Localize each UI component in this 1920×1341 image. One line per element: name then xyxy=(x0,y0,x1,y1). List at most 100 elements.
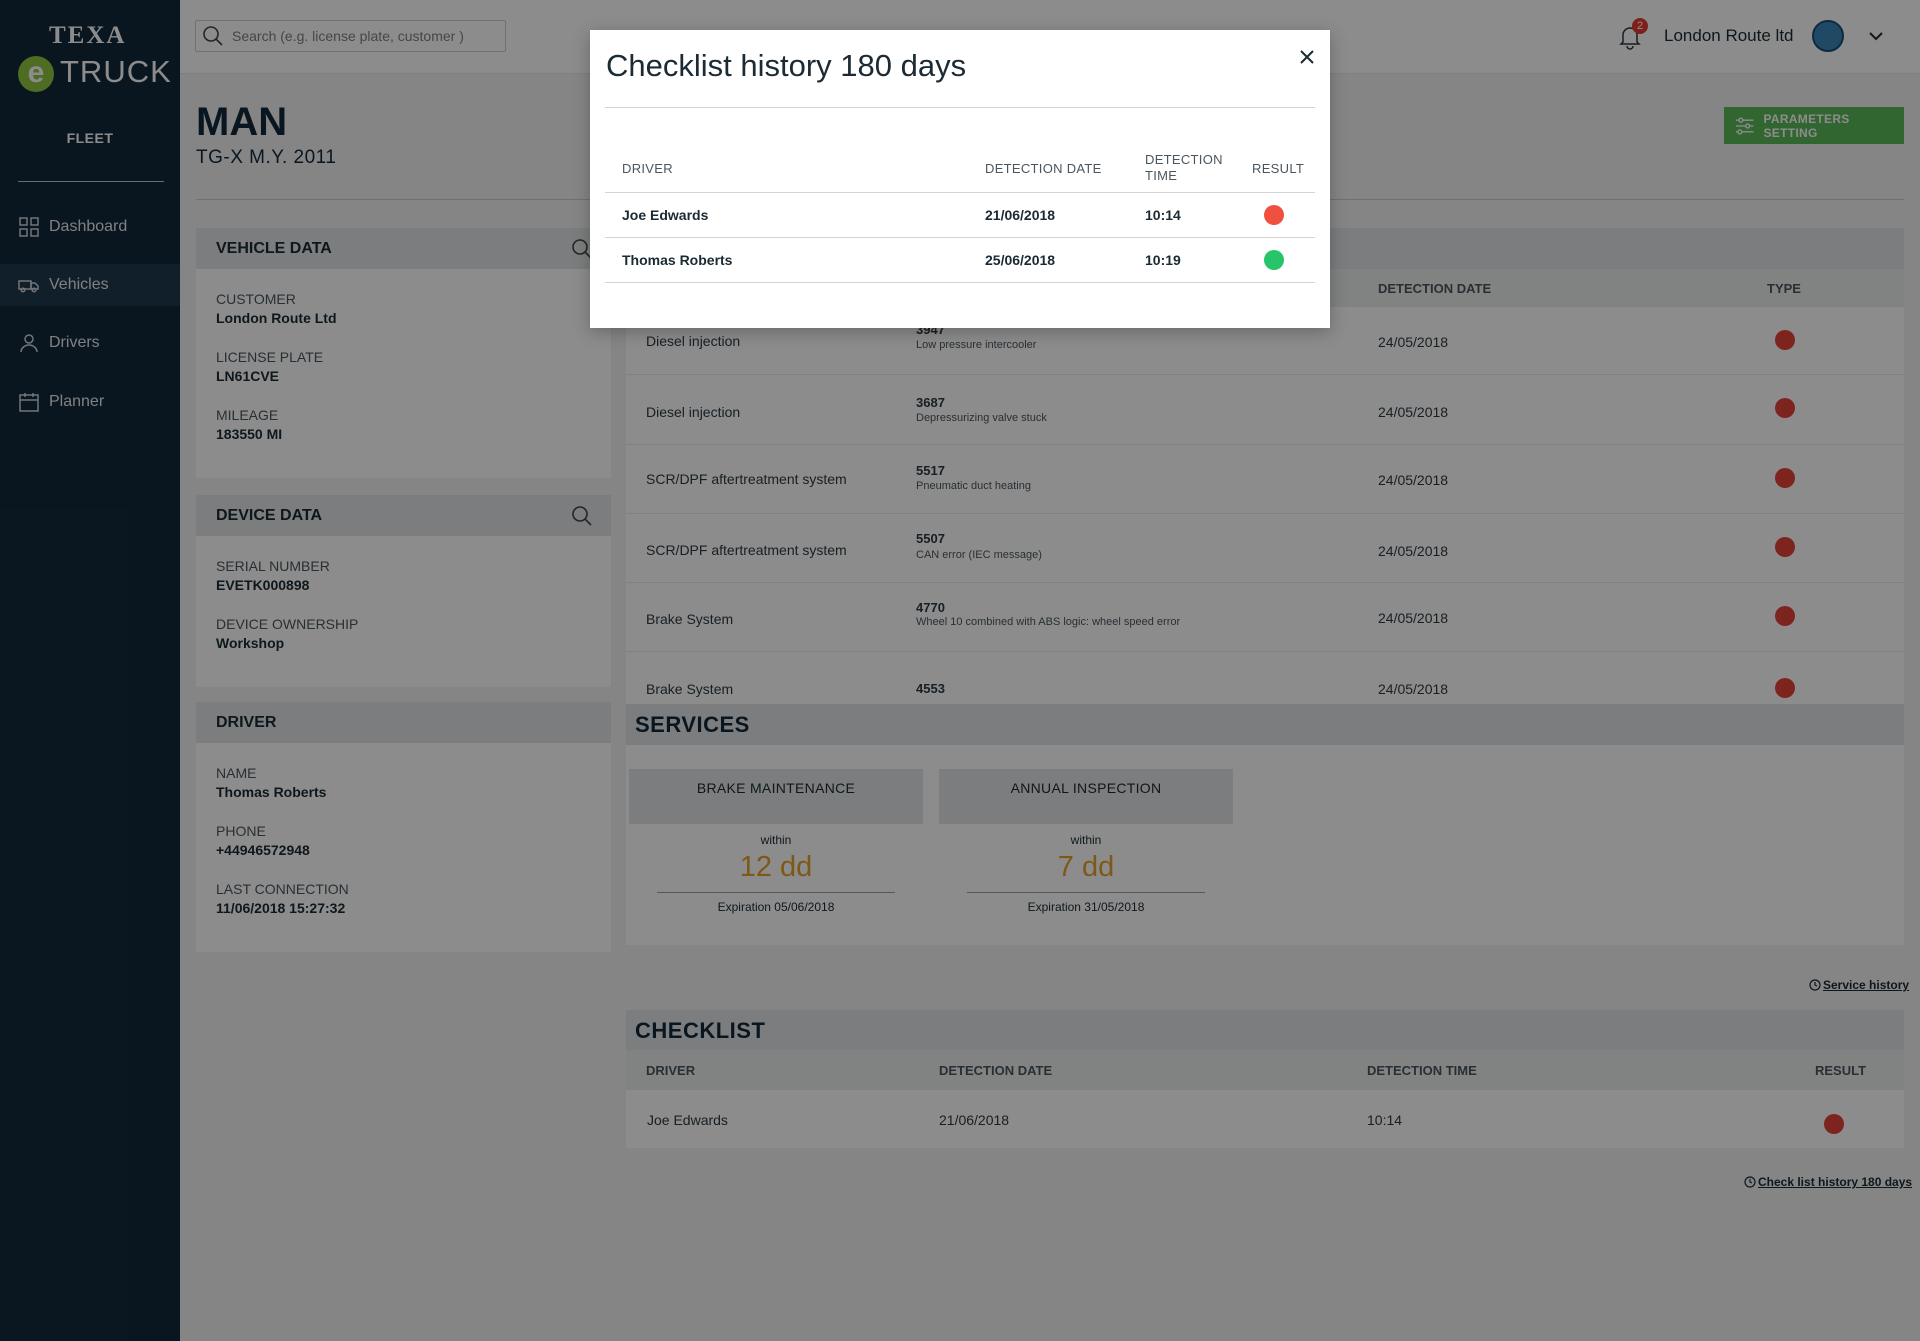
type-indicator xyxy=(1775,537,1795,557)
col-detection-time: DETECTION TIME xyxy=(1367,1063,1477,1078)
avatar[interactable] xyxy=(1812,20,1844,52)
dashboard-icon xyxy=(19,217,39,237)
license-plate-field: LICENSE PLATE LN61CVE xyxy=(216,349,324,384)
vehicle-make: MAN xyxy=(196,100,288,144)
device-data-card: DEVICE DATA SERIAL NUMBER EVETK000898 DE… xyxy=(196,495,611,687)
service-days: 7 dd xyxy=(1057,851,1115,883)
parameters-setting-label: PARAMETERS SETTING xyxy=(1763,111,1850,140)
fault-row[interactable]: SCR/DPF aftertreatment system 5517 Pneum… xyxy=(626,446,1904,514)
device-ownership-field: DEVICE OWNERSHIP Workshop xyxy=(216,616,359,651)
result-indicator xyxy=(1264,205,1284,225)
search-input[interactable] xyxy=(232,28,492,44)
sliders-icon xyxy=(1735,117,1754,134)
col-type: TYPE xyxy=(1767,281,1801,296)
service-card-annual[interactable]: ANNUAL INSPECTION within 7 dd Expiration… xyxy=(939,769,1233,932)
result-indicator xyxy=(1264,250,1284,270)
last-connection-field: LAST CONNECTION 11/06/2018 15:27:32 xyxy=(216,881,349,916)
serial-number-field: SERIAL NUMBER EVETK000898 xyxy=(216,558,330,593)
clock-icon xyxy=(1809,979,1821,991)
service-expiration: Expiration 31/05/2018 xyxy=(1027,900,1145,914)
col-result: RESULT xyxy=(1252,161,1305,176)
fault-row[interactable]: Brake System 4553 24/05/2018 xyxy=(626,653,1904,705)
checklist-row[interactable]: Joe Edwards 21/06/2018 10:14 xyxy=(626,1090,1904,1148)
sidebar-item-label: Planner xyxy=(49,393,105,410)
truck-icon xyxy=(18,280,39,293)
fleet-label: FLEET xyxy=(66,130,114,146)
service-divider xyxy=(967,892,1205,893)
notification-badge: 2 xyxy=(1632,18,1648,34)
checklist-header: CHECKLIST xyxy=(626,1010,1904,1051)
services-header: SERVICES xyxy=(626,704,1904,745)
col-detection-date: DETECTION DATE xyxy=(985,161,1102,176)
driver-card: DRIVER NAME Thomas Roberts PHONE +449465… xyxy=(196,702,611,952)
type-indicator xyxy=(1775,398,1795,418)
vehicle-data-card: VEHICLE DATA CUSTOMER London Route Ltd L… xyxy=(196,228,611,478)
close-icon[interactable] xyxy=(1294,44,1320,70)
modal-table-row[interactable]: Thomas Roberts 25/06/2018 10:19 xyxy=(605,238,1315,283)
service-name: ANNUAL INSPECTION xyxy=(939,769,1233,824)
driver-header: DRIVER xyxy=(196,702,611,743)
type-indicator xyxy=(1775,678,1795,698)
fault-row[interactable]: Diesel injection 3947 Low pressure inter… xyxy=(626,307,1904,375)
modal-title: Checklist history 180 days xyxy=(606,48,967,83)
service-card-brake[interactable]: BRAKE MAINTENANCE within 12 dd Expiratio… xyxy=(629,769,923,932)
type-indicator xyxy=(1775,606,1795,626)
logo-e: e xyxy=(18,56,54,92)
parameters-setting-button[interactable]: PARAMETERS SETTING xyxy=(1724,107,1904,144)
sidebar-item-label: Dashboard xyxy=(49,218,128,235)
chevron-down-icon[interactable] xyxy=(1866,26,1886,46)
service-name: BRAKE MAINTENANCE xyxy=(629,769,923,824)
driver-title: DRIVER xyxy=(216,713,277,731)
logo-truck: TRUCK xyxy=(60,54,172,89)
col-result: RESULT xyxy=(1815,1063,1867,1078)
fault-row[interactable]: Brake System 4770 Wheel 10 combined with… xyxy=(626,584,1904,652)
service-expiration: Expiration 05/06/2018 xyxy=(717,900,835,914)
fault-row[interactable]: SCR/DPF aftertreatment system 5507 CAN e… xyxy=(626,515,1904,583)
search-icon xyxy=(203,26,223,46)
service-within: within xyxy=(760,833,792,847)
col-detection-time-2: TIME xyxy=(1145,168,1178,183)
service-divider xyxy=(657,892,895,893)
fault-row[interactable]: Diesel injection 3687 Depressurizing val… xyxy=(626,377,1904,445)
sidebar-item-vehicles[interactable]: Vehicles xyxy=(0,264,180,306)
sidebar: TEXA e TRUCK FLEET Dashboard Vehicles Dr… xyxy=(0,0,180,1341)
modal-table-header: DRIVER DETECTION DATE DETECTION TIME RES… xyxy=(605,142,1315,193)
service-history-link[interactable]: Service history xyxy=(1809,978,1909,992)
vehicle-model: TG-X M.Y. 2011 xyxy=(196,147,337,168)
sidebar-item-dashboard[interactable]: Dashboard xyxy=(0,206,180,248)
calendar-icon xyxy=(19,393,39,412)
sidebar-divider xyxy=(18,181,164,182)
account-name[interactable]: London Route ltd xyxy=(1664,26,1794,45)
device-data-title: DEVICE DATA xyxy=(216,506,323,524)
customer-field: CUSTOMER London Route Ltd xyxy=(216,291,337,326)
search-icon[interactable] xyxy=(571,505,593,527)
logo-texa: TEXA xyxy=(49,22,127,49)
checklist-history-modal: Checklist history 180 days DRIVER DETECT… xyxy=(590,30,1330,328)
type-indicator xyxy=(1775,468,1795,488)
clock-icon xyxy=(1744,1176,1756,1188)
sidebar-item-drivers[interactable]: Drivers xyxy=(0,322,180,364)
sidebar-item-label: Vehicles xyxy=(49,276,109,293)
texa-etruck-logo: TEXA e TRUCK xyxy=(18,22,171,92)
vehicle-data-title: VEHICLE DATA xyxy=(216,239,332,257)
checklist-column-header: DRIVER DETECTION DATE DETECTION TIME RES… xyxy=(626,1050,1904,1090)
sidebar-item-planner[interactable]: Planner xyxy=(0,381,180,423)
mileage-field: MILEAGE 183550 MI xyxy=(216,407,283,442)
user-icon xyxy=(20,334,38,353)
col-detection-time-1: DETECTION xyxy=(1145,152,1223,167)
result-indicator xyxy=(1824,1114,1844,1134)
col-driver: DRIVER xyxy=(622,161,673,176)
service-within: within xyxy=(1070,833,1102,847)
vehicle-data-header: VEHICLE DATA xyxy=(196,228,611,269)
col-detection-date: DETECTION DATE xyxy=(1378,281,1492,296)
sidebar-item-label: Drivers xyxy=(49,334,100,351)
type-indicator xyxy=(1775,330,1795,350)
col-detection-date: DETECTION DATE xyxy=(939,1063,1053,1078)
device-data-header: DEVICE DATA xyxy=(196,495,611,536)
modal-divider xyxy=(605,107,1315,108)
checklist-history-link[interactable]: Check list history 180 days xyxy=(1744,1175,1912,1189)
modal-table-row[interactable]: Joe Edwards 21/06/2018 10:14 xyxy=(605,193,1315,238)
service-days: 12 dd xyxy=(739,851,813,883)
search-box[interactable] xyxy=(195,20,506,52)
driver-name-field: NAME Thomas Roberts xyxy=(216,765,327,800)
